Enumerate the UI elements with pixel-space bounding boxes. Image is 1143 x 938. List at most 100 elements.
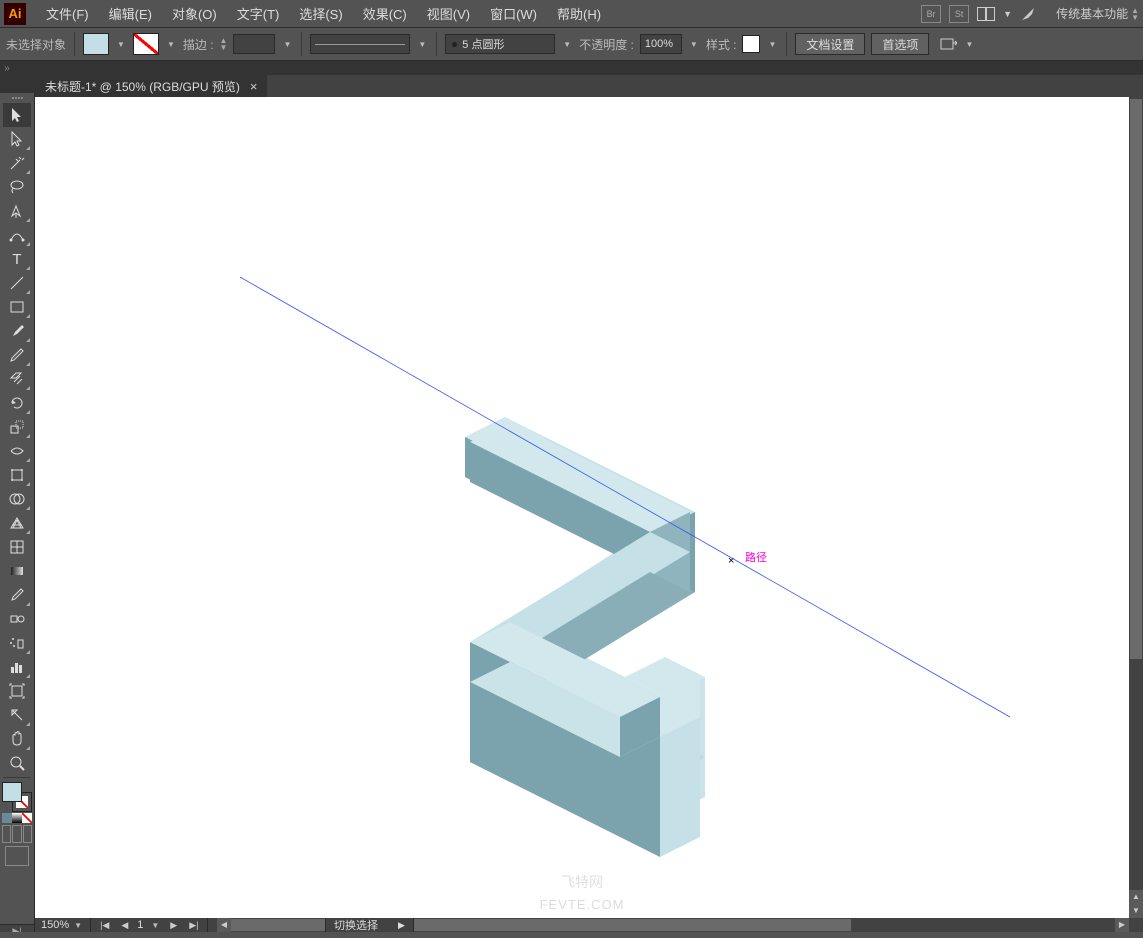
vertical-scroll-thumb[interactable] xyxy=(1130,99,1142,659)
document-tab[interactable]: 未标题-1* @ 150% (RGB/GPU 预览) × xyxy=(35,75,267,97)
profile-dropdown-icon[interactable]: ▼ xyxy=(416,40,428,49)
eraser-tool[interactable] xyxy=(3,367,31,391)
zoom-tool[interactable] xyxy=(3,751,31,775)
tab-close-icon[interactable]: × xyxy=(250,79,258,94)
align-to-icon[interactable] xyxy=(939,35,957,53)
preferences-button[interactable]: 首选项 xyxy=(871,33,929,55)
slice-tool[interactable] xyxy=(3,703,31,727)
next-artboard-icon[interactable]: ▶ xyxy=(167,920,180,931)
canvas-viewport: × 路径 飞特网 FEVTE.COM xyxy=(35,97,1129,918)
workspace-switcher[interactable]: 传统基本功能 xyxy=(1056,5,1128,22)
stroke-weight-input[interactable] xyxy=(233,34,275,54)
menu-window[interactable]: 窗口(W) xyxy=(480,4,547,23)
watermark-text-1: 飞特网 xyxy=(35,872,1129,892)
style-dropdown-icon[interactable]: ▼ xyxy=(766,40,778,49)
lasso-tool[interactable] xyxy=(3,175,31,199)
menu-effect[interactable]: 效果(C) xyxy=(353,4,417,23)
pen-tool[interactable] xyxy=(3,199,31,223)
brush-dropdown-icon[interactable]: ▼ xyxy=(561,40,573,49)
artboard-number: 1 xyxy=(137,919,143,931)
draw-mode-buttons[interactable] xyxy=(2,825,32,843)
tab-title: 未标题-1* @ 150% (RGB/GPU 预览) xyxy=(45,78,240,95)
document-area: » 未标题-1* @ 150% (RGB/GPU 预览) × T xyxy=(0,61,1143,938)
panel-toggle-icon[interactable]: » xyxy=(0,63,14,77)
rotate-tool[interactable] xyxy=(3,391,31,415)
stock-icon[interactable]: St xyxy=(949,5,969,23)
scroll-up-button[interactable]: ▲ xyxy=(1129,890,1143,904)
stroke-dropdown-icon[interactable]: ▼ xyxy=(165,40,177,49)
rectangle-tool[interactable] xyxy=(3,295,31,319)
arrange-dropdown-icon[interactable]: ▼ xyxy=(1003,9,1012,19)
menu-view[interactable]: 视图(V) xyxy=(417,4,480,23)
screen-mode-button[interactable] xyxy=(5,846,29,866)
artboard-navigation[interactable]: |◀ ◀ 1 ▼ ▶ ▶| xyxy=(91,918,208,932)
paintbrush-tool[interactable] xyxy=(3,319,31,343)
artboard[interactable]: × 路径 飞特网 FEVTE.COM xyxy=(35,97,1129,918)
gpu-rocket-icon[interactable] xyxy=(1020,6,1036,22)
last-artboard-icon[interactable]: ▶| xyxy=(186,920,201,931)
color-mode-row[interactable] xyxy=(2,813,32,823)
width-tool[interactable] xyxy=(3,439,31,463)
scroll-right-button[interactable]: ▶ xyxy=(1115,918,1129,932)
horizontal-scroll-thumb[interactable] xyxy=(231,919,851,931)
menu-help[interactable]: 帮助(H) xyxy=(547,4,611,23)
direct-selection-tool[interactable] xyxy=(3,127,31,151)
workspace-arrows-icon[interactable]: ▲▼ xyxy=(1131,7,1139,21)
blend-tool[interactable] xyxy=(3,607,31,631)
perspective-grid-tool[interactable] xyxy=(3,511,31,535)
opacity-dropdown-icon[interactable]: ▼ xyxy=(688,40,700,49)
stroke-color-swatch[interactable] xyxy=(133,33,159,55)
pencil-tool[interactable] xyxy=(3,343,31,367)
toolbar-grabber[interactable] xyxy=(2,95,32,101)
fill-color-swatch[interactable] xyxy=(83,33,109,55)
fill-dropdown-icon[interactable]: ▼ xyxy=(115,40,127,49)
vertical-scrollbar[interactable]: ▲ ▼ xyxy=(1129,97,1143,918)
prev-artboard-icon[interactable]: ◀ xyxy=(118,920,131,931)
menu-select[interactable]: 选择(S) xyxy=(289,4,352,23)
opacity-label: 不透明度 : xyxy=(579,36,634,53)
selection-tool[interactable] xyxy=(3,103,31,127)
graphic-style-swatch[interactable] xyxy=(742,35,760,53)
mesh-tool[interactable] xyxy=(3,535,31,559)
zoom-level[interactable]: 150%▼ xyxy=(35,918,91,932)
first-artboard-icon[interactable]: |◀ xyxy=(97,920,112,931)
magic-wand-tool[interactable] xyxy=(3,151,31,175)
document-setup-button[interactable]: 文档设置 xyxy=(795,33,865,55)
menu-file[interactable]: 文件(F) xyxy=(36,4,99,23)
opacity-input[interactable] xyxy=(640,34,682,54)
fill-stroke-indicator[interactable] xyxy=(2,782,32,812)
scroll-left-button[interactable]: ◀ xyxy=(217,918,231,932)
shape-builder-tool[interactable] xyxy=(3,487,31,511)
scale-tool[interactable] xyxy=(3,415,31,439)
menu-bar: Ai 文件(F) 编辑(E) 对象(O) 文字(T) 选择(S) 效果(C) 视… xyxy=(0,0,1143,27)
variable-width-profile[interactable] xyxy=(310,34,410,54)
tool-hint: 切换选择▶ xyxy=(325,918,414,932)
tools-panel: T ▶| xyxy=(0,93,35,938)
menu-object[interactable]: 对象(O) xyxy=(162,4,227,23)
gradient-tool[interactable] xyxy=(3,559,31,583)
menu-type[interactable]: 文字(T) xyxy=(227,4,290,23)
curvature-tool[interactable] xyxy=(3,223,31,247)
line-segment-tool[interactable] xyxy=(3,271,31,295)
anchor-indicator: × xyxy=(728,555,734,567)
smart-guide-label: 路径 xyxy=(745,549,767,565)
bridge-icon[interactable]: Br xyxy=(921,5,941,23)
scroll-down-button[interactable]: ▼ xyxy=(1129,904,1143,918)
hand-tool[interactable] xyxy=(3,727,31,751)
column-graph-tool[interactable] xyxy=(3,655,31,679)
stroke-stepper[interactable]: ▲▼ xyxy=(220,37,228,51)
align-dropdown-icon[interactable]: ▼ xyxy=(963,40,975,49)
svg-text:T: T xyxy=(12,251,21,268)
stroke-weight-dropdown-icon[interactable]: ▼ xyxy=(281,40,293,49)
brush-definition[interactable]: 5 点圆形 xyxy=(445,34,555,54)
app-icon: Ai xyxy=(4,3,26,25)
watermark-text-2: FEVTE.COM xyxy=(35,897,1129,912)
arrange-documents-icon[interactable] xyxy=(977,7,995,21)
type-tool[interactable]: T xyxy=(3,247,31,271)
symbol-sprayer-tool[interactable] xyxy=(3,631,31,655)
eyedropper-tool[interactable] xyxy=(3,583,31,607)
fill-indicator[interactable] xyxy=(2,782,22,802)
artboard-tool[interactable] xyxy=(3,679,31,703)
menu-edit[interactable]: 编辑(E) xyxy=(99,4,162,23)
free-transform-tool[interactable] xyxy=(3,463,31,487)
